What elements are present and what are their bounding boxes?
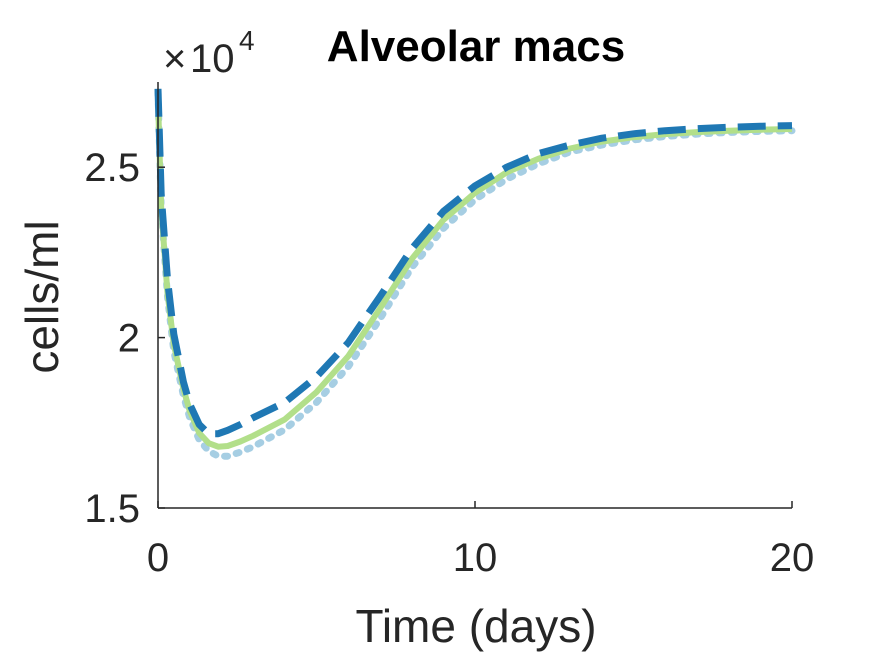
series-line-3-dashed: [154, 88, 793, 438]
ticks: 0 10 20 1.5 2 2.5: [84, 146, 814, 580]
y-tick-label: 2.5: [84, 146, 140, 190]
y-multiplier-exponent: 4: [239, 25, 255, 56]
y-axis-label: cells/ml: [16, 220, 68, 373]
x-tick-label: 0: [147, 536, 169, 580]
y-multiplier-base: 10: [190, 37, 235, 81]
chart-title: Alveolar macs: [327, 22, 625, 71]
plot-area: [154, 88, 796, 460]
x-tick-label: 20: [770, 536, 815, 580]
axes: [157, 82, 792, 509]
y-tick-label: 2: [118, 317, 140, 361]
y-tick-label: 1.5: [84, 487, 140, 531]
x-axis-label: Time (days): [355, 600, 596, 652]
y-multiplier: × 10 4: [163, 25, 255, 81]
series-line-1-dotted: [154, 88, 796, 460]
x-tick-label: 10: [453, 536, 498, 580]
series-line-2-solid: [155, 98, 793, 450]
y-multiplier-times: ×: [163, 37, 186, 81]
